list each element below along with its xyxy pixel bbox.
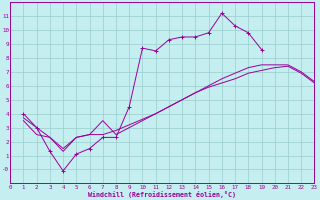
X-axis label: Windchill (Refroidissement éolien,°C): Windchill (Refroidissement éolien,°C) xyxy=(88,191,236,198)
